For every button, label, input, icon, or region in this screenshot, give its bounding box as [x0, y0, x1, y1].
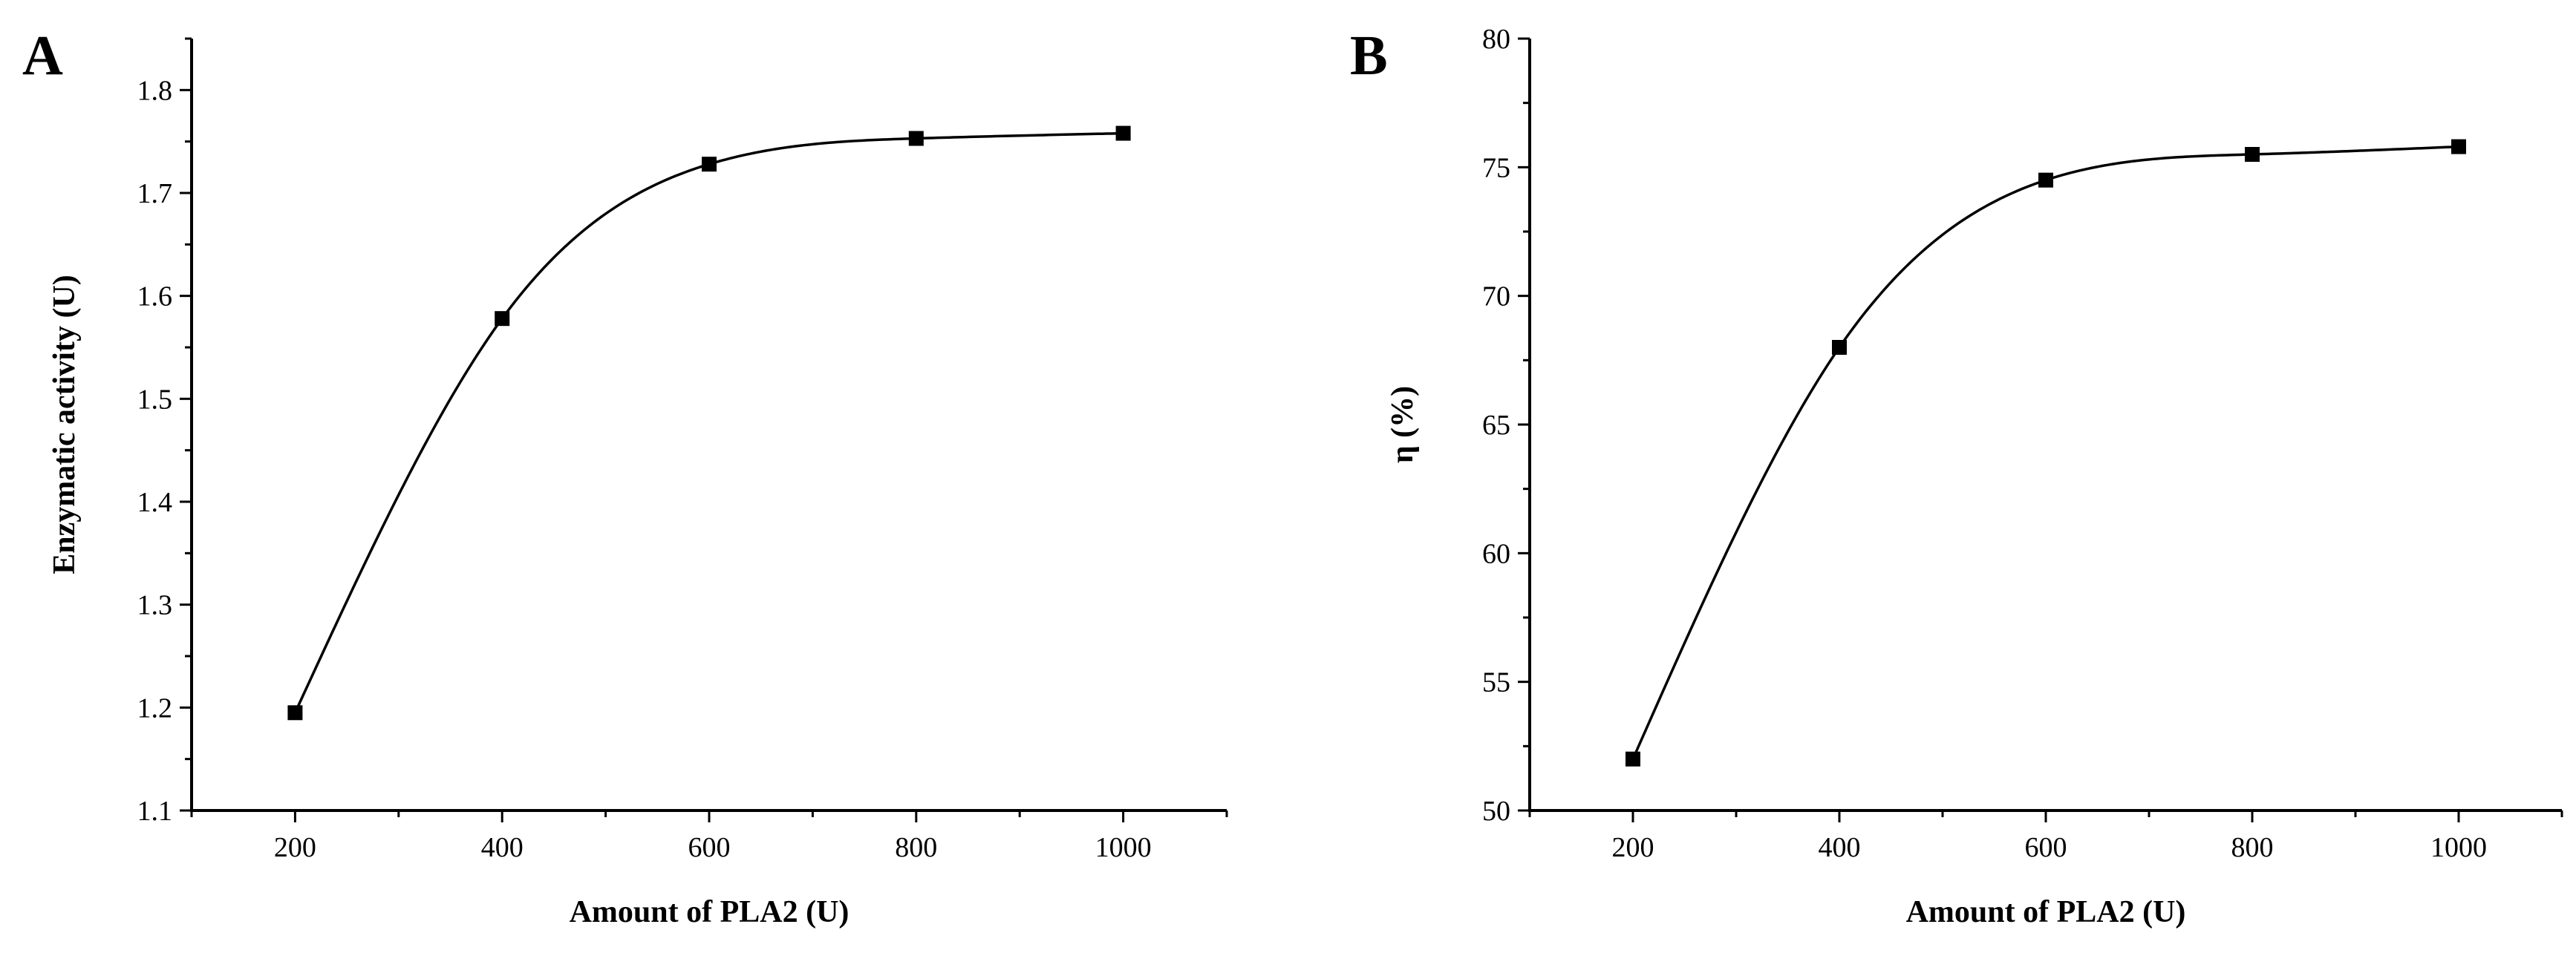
- x-tick-label: 400: [481, 832, 524, 863]
- y-axis-title: η (%): [1386, 386, 1420, 463]
- y-tick-label: 1.3: [137, 590, 173, 621]
- data-point: [908, 131, 924, 146]
- x-tick-label: 200: [274, 832, 316, 863]
- x-tick-label: 1000: [2430, 832, 2487, 863]
- y-tick-label: 1.6: [137, 281, 173, 312]
- panel-label: B: [1350, 24, 1388, 87]
- data-point: [2038, 172, 2053, 188]
- series-line: [1631, 145, 2459, 760]
- x-axis-title: Amount of PLA2 (U): [570, 895, 850, 929]
- y-tick-label: 1.5: [137, 384, 173, 415]
- x-tick-label: 200: [1612, 832, 1654, 863]
- chart-panel-b: B 50 55 60 65 70 75 80 200 400 600 800 1000 Amount of…: [1350, 24, 2563, 929]
- y-axis-title: Enzymatic activity (U): [48, 275, 82, 574]
- y-tick-label: 50: [1482, 796, 1510, 827]
- x-tick-label: 800: [895, 832, 937, 863]
- data-point: [1626, 751, 1640, 767]
- data-point: [702, 157, 717, 172]
- data-point: [495, 311, 510, 327]
- data-point: [1115, 125, 1131, 141]
- x-tick-label: 1000: [1095, 832, 1152, 863]
- y-tick-label: 1.2: [137, 692, 173, 724]
- y-tick-label: 1.1: [137, 796, 173, 827]
- y-tick-label: 70: [1482, 281, 1510, 312]
- y-tick-label: 55: [1482, 667, 1510, 698]
- x-tick-label: 600: [688, 832, 731, 863]
- y-tick-label: 65: [1482, 410, 1510, 441]
- panel-label: A: [22, 24, 63, 87]
- x-axis-title: Amount of PLA2 (U): [1906, 895, 2186, 929]
- data-point: [2245, 147, 2260, 162]
- y-tick-label: 1.4: [137, 487, 173, 518]
- y-tick-label: 1.7: [137, 178, 173, 209]
- chart-panel-a: A 1.1 1.2 1.3 1.4 1.5 1.6 1.7 1.8 200 400 600 800 100…: [22, 24, 1228, 929]
- y-tick-label: 75: [1482, 152, 1510, 183]
- y-tick-label: 60: [1482, 538, 1510, 569]
- data-point: [2451, 139, 2466, 154]
- x-tick-label: 600: [2025, 832, 2067, 863]
- x-tick-label: 400: [1819, 832, 1861, 863]
- data-point: [1832, 340, 1847, 355]
- x-tick-label: 800: [2231, 832, 2274, 863]
- y-tick-label: 80: [1482, 24, 1510, 55]
- y-tick-label: 1.8: [137, 75, 173, 106]
- data-point: [287, 705, 303, 721]
- series-line: [293, 131, 1124, 714]
